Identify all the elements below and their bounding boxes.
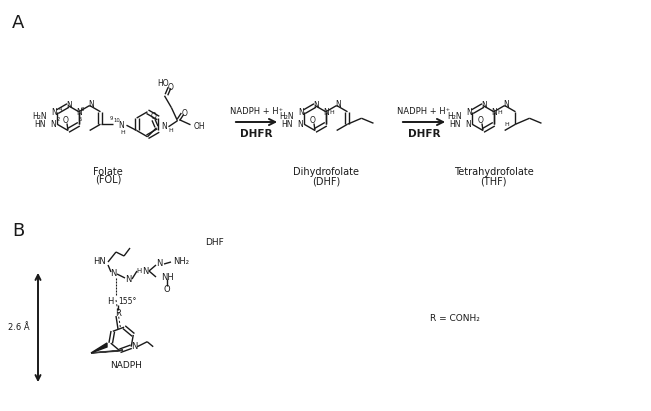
Text: (DHF): (DHF)	[312, 176, 340, 186]
Text: N: N	[76, 108, 81, 117]
Text: NADPH + H⁺: NADPH + H⁺	[230, 106, 283, 115]
Text: R = CONH₂: R = CONH₂	[430, 314, 480, 323]
Text: (THF): (THF)	[480, 176, 507, 186]
Text: (FOL): (FOL)	[95, 175, 121, 185]
Text: N: N	[466, 108, 472, 117]
Text: N: N	[66, 101, 72, 110]
Text: N: N	[503, 100, 508, 109]
Text: DHFR: DHFR	[408, 129, 440, 139]
Text: H: H	[497, 110, 502, 115]
Text: H₂N: H₂N	[447, 112, 462, 121]
Text: A: A	[12, 14, 24, 32]
Text: N: N	[298, 120, 303, 129]
Text: N: N	[131, 342, 137, 351]
Text: O: O	[310, 116, 316, 125]
Text: NH₂: NH₂	[173, 256, 189, 266]
Polygon shape	[91, 350, 123, 353]
Text: R: R	[115, 309, 121, 318]
Text: N: N	[298, 108, 304, 117]
Text: HO: HO	[158, 79, 169, 88]
Text: H: H	[120, 130, 125, 135]
Text: H₂N: H₂N	[33, 112, 47, 121]
Text: 5: 5	[78, 117, 81, 122]
Text: OH: OH	[193, 122, 205, 131]
Text: HN: HN	[35, 120, 46, 129]
Text: 155°: 155°	[118, 296, 136, 305]
Text: HN: HN	[282, 120, 293, 129]
Text: O: O	[478, 116, 484, 125]
Text: 8: 8	[80, 107, 83, 112]
Text: O: O	[163, 284, 171, 293]
Text: O: O	[63, 116, 69, 125]
Text: H: H	[107, 296, 114, 305]
Text: N: N	[50, 120, 56, 129]
Text: N: N	[88, 100, 94, 109]
Text: N: N	[335, 100, 340, 109]
Text: HN: HN	[450, 120, 461, 129]
Text: 10: 10	[113, 118, 120, 123]
Text: N: N	[313, 101, 319, 110]
Text: O: O	[167, 83, 173, 92]
Text: N: N	[161, 122, 167, 131]
Text: N: N	[51, 108, 57, 117]
Text: 4: 4	[59, 107, 62, 112]
Text: NADPH + H⁺: NADPH + H⁺	[398, 106, 450, 115]
Text: B: B	[12, 222, 24, 240]
Text: H: H	[329, 110, 334, 115]
Text: NADPH: NADPH	[110, 360, 142, 369]
Text: 9: 9	[110, 116, 113, 121]
Text: N: N	[125, 275, 132, 284]
Text: Dihydrofolate: Dihydrofolate	[293, 167, 359, 177]
Text: NH: NH	[161, 273, 174, 282]
Text: N: N	[118, 121, 124, 130]
Text: N: N	[142, 266, 148, 275]
Text: DHFR: DHFR	[240, 129, 273, 139]
Text: HN: HN	[93, 258, 106, 266]
Text: H: H	[168, 128, 173, 133]
Text: Tetrahydrofolate: Tetrahydrofolate	[454, 167, 534, 177]
Polygon shape	[91, 343, 107, 353]
Text: DHF: DHF	[205, 238, 224, 247]
Text: N: N	[481, 101, 487, 110]
Text: O: O	[182, 109, 187, 118]
Text: N: N	[465, 120, 471, 129]
Text: O: O	[150, 112, 156, 121]
Text: N: N	[491, 108, 497, 117]
Text: 2: 2	[57, 117, 60, 122]
Text: N: N	[323, 108, 329, 117]
Text: H: H	[136, 268, 142, 274]
Text: N: N	[110, 270, 116, 279]
Text: 2.6 Å: 2.6 Å	[8, 323, 30, 332]
Text: N: N	[156, 259, 162, 268]
Text: Folate: Folate	[93, 167, 123, 177]
Text: H: H	[505, 122, 509, 127]
Text: H₂N: H₂N	[279, 112, 294, 121]
